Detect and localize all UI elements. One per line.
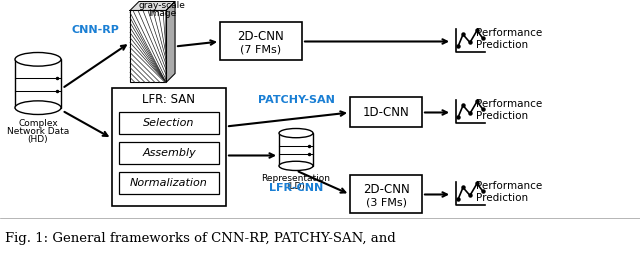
Text: 1D-CNN: 1D-CNN xyxy=(363,106,410,119)
Text: 2D-CNN: 2D-CNN xyxy=(363,183,410,196)
Ellipse shape xyxy=(279,129,313,138)
Text: Representation: Representation xyxy=(262,174,330,183)
Text: Assembly: Assembly xyxy=(142,149,196,158)
Bar xyxy=(279,133,313,166)
Text: Prediction: Prediction xyxy=(476,40,528,51)
Polygon shape xyxy=(130,2,175,10)
Text: Prediction: Prediction xyxy=(476,112,528,121)
Text: gray-scale: gray-scale xyxy=(139,1,186,10)
Text: (HD): (HD) xyxy=(28,135,48,144)
Text: image: image xyxy=(148,9,176,18)
Bar xyxy=(119,172,219,195)
Text: (7 FMs): (7 FMs) xyxy=(241,44,282,55)
Text: Network Data: Network Data xyxy=(7,127,69,136)
Text: (LD): (LD) xyxy=(287,182,305,191)
Ellipse shape xyxy=(15,53,61,66)
Text: Performance: Performance xyxy=(476,182,542,192)
Text: PATCHY-SAN: PATCHY-SAN xyxy=(257,96,335,105)
Bar xyxy=(350,98,422,128)
Ellipse shape xyxy=(279,161,313,170)
Text: Selection: Selection xyxy=(143,118,195,129)
Text: Complex: Complex xyxy=(18,119,58,128)
Text: (3 FMs): (3 FMs) xyxy=(365,198,406,208)
Ellipse shape xyxy=(15,101,61,115)
Bar xyxy=(130,10,166,83)
Text: Normalization: Normalization xyxy=(130,179,208,188)
Text: CNN-RP: CNN-RP xyxy=(71,25,119,36)
Text: Prediction: Prediction xyxy=(476,194,528,203)
Bar xyxy=(112,88,226,207)
Text: Performance: Performance xyxy=(476,28,542,39)
Text: LFR: SAN: LFR: SAN xyxy=(143,93,195,106)
Bar xyxy=(350,176,422,214)
Text: LFR-CNN: LFR-CNN xyxy=(269,183,323,194)
Text: 2D-CNN: 2D-CNN xyxy=(237,30,284,43)
Bar xyxy=(15,59,61,108)
Text: Fig. 1: General frameworks of CNN-RP, PATCHY-SAN, and: Fig. 1: General frameworks of CNN-RP, PA… xyxy=(5,232,396,245)
Bar xyxy=(220,23,302,60)
Bar xyxy=(119,142,219,165)
Text: Performance: Performance xyxy=(476,100,542,109)
Bar xyxy=(119,113,219,134)
Polygon shape xyxy=(166,2,175,83)
